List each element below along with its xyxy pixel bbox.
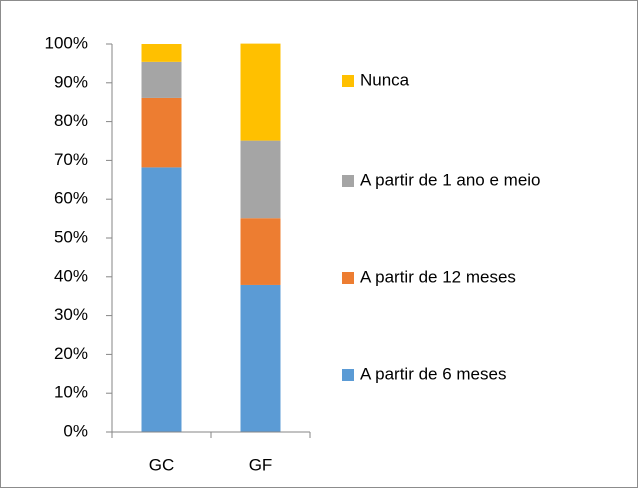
bar-segment	[240, 43, 281, 141]
y-tick-label: 80%	[54, 111, 88, 130]
y-tick-label: 70%	[54, 150, 88, 169]
legend-swatch	[342, 175, 354, 187]
legend-label: A partir de 12 meses	[360, 267, 516, 286]
legend-swatch	[342, 272, 354, 284]
bar-segment	[141, 97, 182, 168]
y-tick-label: 30%	[54, 305, 88, 324]
bar-segment	[141, 44, 182, 62]
bar-segment	[240, 140, 281, 219]
y-tick-label: 50%	[54, 227, 88, 246]
bar-segment	[141, 167, 182, 432]
legend-swatch	[342, 75, 354, 87]
y-tick-label: 40%	[54, 266, 88, 285]
x-tick-label: GC	[149, 455, 175, 474]
x-tick-label: GF	[249, 455, 273, 474]
y-tick-label: 60%	[54, 189, 88, 208]
bar-segment	[141, 61, 182, 98]
y-tick-label: 20%	[54, 344, 88, 363]
y-tick-label: 90%	[54, 72, 88, 91]
legend-label: A partir de 6 meses	[360, 364, 506, 383]
legend-swatch	[342, 369, 354, 381]
bar-segment	[240, 218, 281, 285]
y-tick-label: 0%	[63, 421, 88, 440]
bar-segment	[240, 284, 281, 432]
legend-label: A partir de 1 ano e meio	[360, 170, 541, 189]
y-tick-label: 10%	[54, 383, 88, 402]
legend-label: Nunca	[360, 70, 410, 89]
y-tick-label: 100%	[45, 33, 88, 52]
